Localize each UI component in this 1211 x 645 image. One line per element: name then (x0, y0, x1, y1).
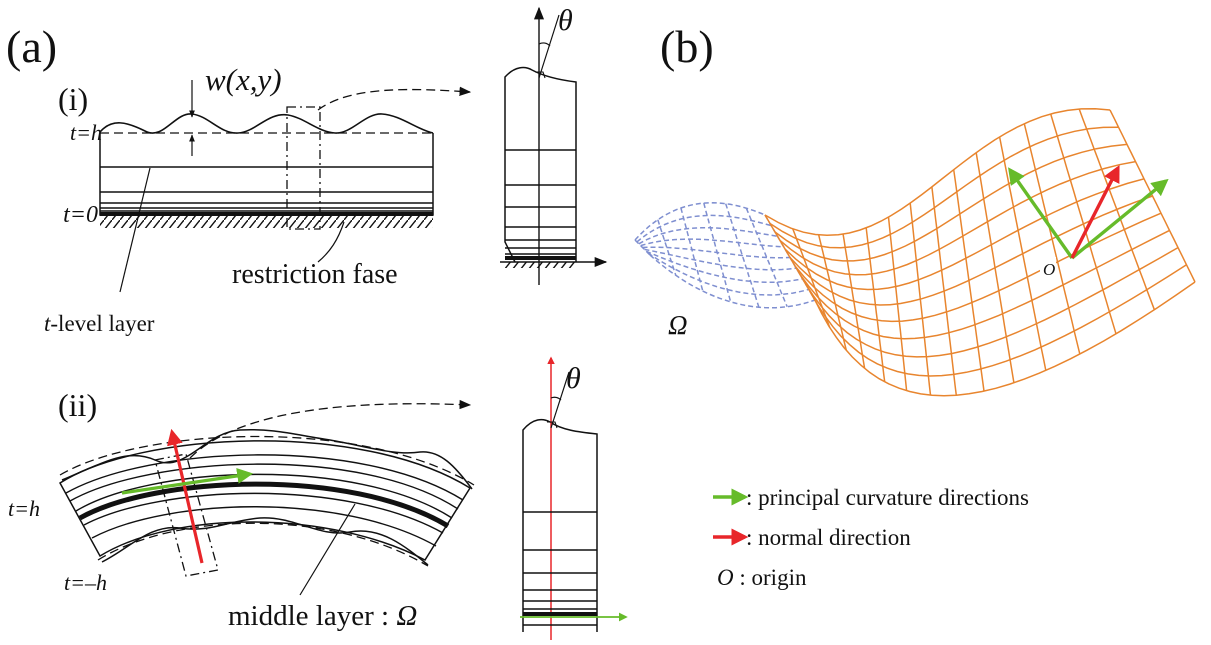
curved-bottom-reference (97, 522, 429, 567)
theta-label-ii: θ (566, 362, 581, 395)
omega-mesh-line (642, 246, 791, 259)
saddle-mesh-line (764, 107, 1111, 237)
hatch-ground (100, 216, 433, 228)
column-i-outline (504, 66, 577, 263)
saddle-mesh-line (769, 126, 1119, 249)
t-zero-label: t=0 (63, 202, 98, 228)
legend: : principal curvature directions : norma… (713, 485, 1029, 590)
saddle-mesh-line (865, 227, 886, 382)
omega-mesh-line (745, 207, 788, 307)
omega-mesh-line (703, 202, 732, 303)
omega-mesh-line (657, 219, 677, 276)
curved-bottom-wave (101, 517, 429, 566)
t-level-layer-label: t-level layer (44, 311, 155, 336)
legend-normal-text: : normal direction (746, 525, 911, 550)
saddle-mesh-line (809, 264, 1187, 377)
principal-curvature-arrow-2 (1070, 178, 1169, 260)
t-h-label: t=h (70, 120, 102, 145)
theta-arc-ii (550, 396, 562, 401)
subfigure-i: (i) w(x,y) t=h t=0 restriction fase (44, 62, 472, 336)
normal-arrow (1070, 164, 1120, 259)
principal-curvature-arrow-1 (1008, 167, 1074, 259)
subfigure-ii: (ii) t=h t=–h middle layer : Ω (8, 387, 475, 632)
surface-frame (1008, 164, 1169, 260)
normal-line-i (538, 14, 560, 79)
omega-mesh-line (647, 252, 809, 296)
saddle-mesh-line (1023, 123, 1081, 355)
zoom-link-arrow-ii (189, 399, 472, 459)
origin-label: O (1043, 260, 1055, 279)
subfigure-ii-label: (ii) (58, 387, 97, 423)
curved-layers (65, 454, 464, 547)
right-angle-ii (547, 421, 558, 429)
zoom-column-ii: θ (520, 356, 628, 640)
omega-mesh-line (634, 239, 651, 256)
saddle-surface (764, 107, 1196, 397)
layer-leader (119, 167, 151, 293)
saddle-mesh-line (842, 234, 866, 369)
omega-mesh-line (634, 202, 766, 241)
legend-principal-text: : principal curvature directions (746, 485, 1029, 510)
saddle-mesh-line (792, 228, 831, 328)
legend-origin-text: O : origin (717, 565, 807, 590)
omega-mesh-line (724, 203, 760, 308)
principal-direction-arrow (121, 467, 254, 495)
theta-label-i: θ (558, 4, 573, 37)
t-minus-h-label: t=–h (64, 570, 107, 595)
saddle-mesh-line (887, 217, 908, 391)
theta-arc-i (538, 42, 551, 47)
layer-lines (100, 166, 433, 212)
wavy-surface (99, 113, 434, 134)
normal-line-ii (550, 371, 570, 429)
saddle-mesh-line (814, 281, 1196, 397)
saddle-mesh-line (1109, 109, 1196, 283)
selection-box (286, 106, 321, 230)
curved-top-wave (61, 428, 473, 490)
normal-direction-arrow (167, 428, 204, 564)
curved-top-reference (59, 435, 475, 486)
saddle-mesh-line (975, 152, 1015, 383)
omega-mesh-line (680, 207, 704, 292)
saddle-mesh-line (817, 234, 848, 351)
middle-layer-leader (299, 503, 356, 596)
panel-a-label: (a) (6, 21, 57, 72)
saddle-mesh-line (764, 214, 816, 301)
restriction-leader (317, 221, 345, 263)
saddle-mesh-line (909, 203, 932, 396)
t-h-label-ii: t=h (8, 496, 40, 521)
omega-mesh-line (640, 238, 784, 248)
tilted-selection-box (154, 453, 219, 577)
saddle-mesh-line (998, 136, 1047, 371)
curved-band-outline (59, 440, 472, 561)
omega-label: Ω (668, 310, 688, 340)
panel-b-label: (b) (660, 21, 714, 72)
restricted-base (100, 212, 433, 216)
subfigure-i-label: (i) (58, 81, 88, 117)
right-angle-i (535, 71, 546, 79)
zoom-column-i: θ (500, 4, 608, 285)
saddle-mesh-line (1049, 113, 1117, 335)
middle-layer-label: middle layer : Ω (228, 600, 417, 632)
middle-layer (78, 481, 450, 529)
saddle-mesh-line (789, 195, 1153, 306)
w-label: w(x,y) (205, 62, 282, 97)
origin-backing (1040, 257, 1056, 277)
saddle-mesh-line (1078, 108, 1156, 311)
column-ii-outline (522, 418, 598, 632)
saddle-mesh-line (931, 186, 958, 396)
omega-surface (634, 202, 816, 309)
saddle-mesh-line (952, 169, 985, 392)
restriction-label: restriction fase (232, 259, 398, 290)
zoom-link-arrow (317, 86, 472, 111)
